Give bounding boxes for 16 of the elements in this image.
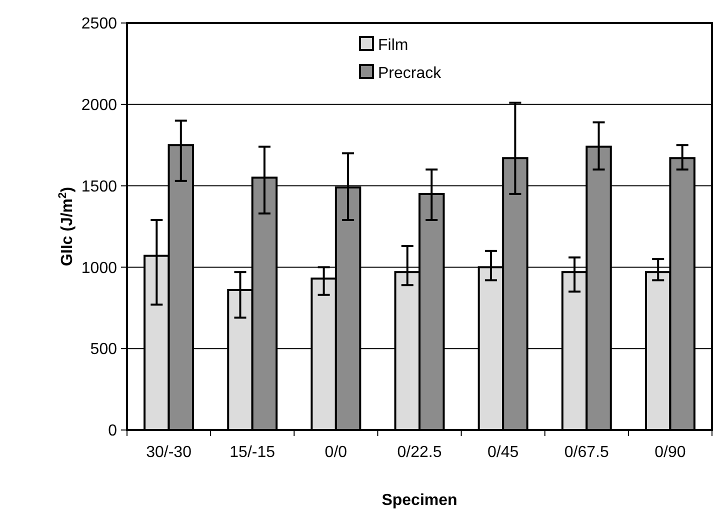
y-tick-label: 1500 (81, 178, 118, 196)
x-tick-label: 30/-30 (146, 444, 192, 461)
x-axis-title: Specimen (382, 492, 458, 509)
legend-label: Precrack (378, 65, 442, 82)
y-tick-label: 1000 (81, 260, 118, 277)
x-tick-label: 15/-15 (230, 444, 276, 461)
y-tick-label: 0 (108, 422, 118, 440)
x-tick-label: 0/67.5 (564, 444, 609, 461)
legend-label: Film (378, 37, 408, 54)
y-tick-label: 2000 (81, 97, 118, 114)
x-tick-label: 0/45 (488, 444, 519, 461)
y-tick-label: 2500 (81, 16, 118, 33)
y-tick-label: 500 (90, 341, 118, 358)
x-tick-label: 0/0 (324, 444, 348, 461)
x-tick-label: 0/90 (654, 444, 686, 461)
x-tick-label: 0/22.5 (397, 444, 442, 461)
